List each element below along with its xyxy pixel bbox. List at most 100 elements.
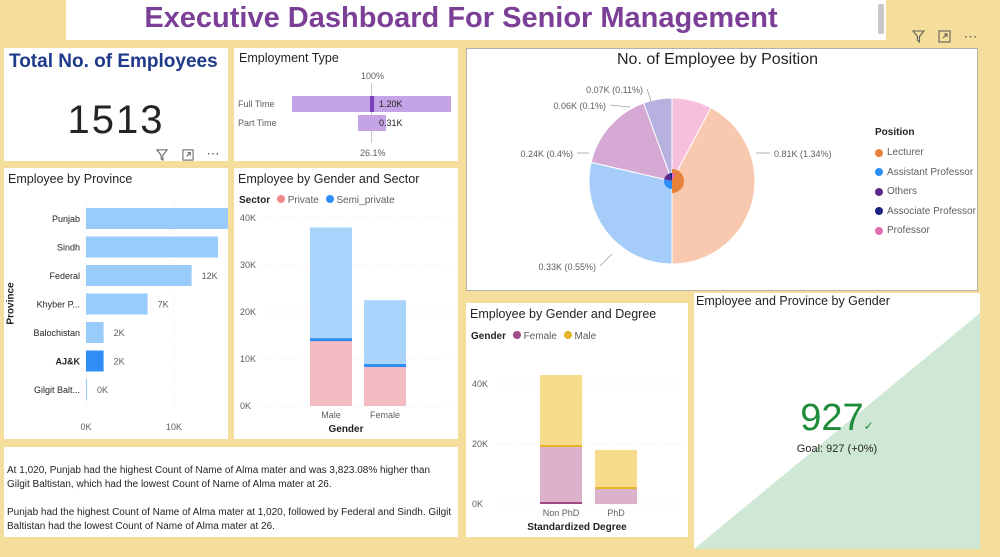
- funnel-bar-part-time[interactable]: [358, 115, 386, 131]
- province-bar[interactable]: [86, 322, 104, 343]
- legend-dot: [875, 148, 883, 157]
- position-legend: Lecturer Assistant Professor Others Associa…: [875, 143, 976, 241]
- category-label: AJ&K: [55, 357, 80, 367]
- legend-private[interactable]: Private: [287, 195, 319, 206]
- bar-private[interactable]: [310, 340, 352, 406]
- title-banner: Executive Dashboard For Senior Managemen…: [66, 0, 886, 40]
- value-label: 2K: [114, 328, 125, 338]
- employment-type-title: Employment Type: [239, 51, 339, 65]
- bar-semi-private[interactable]: [310, 227, 352, 341]
- funnel-label-full-time: Full Time: [238, 99, 275, 109]
- province-bar[interactable]: [86, 265, 192, 286]
- bar-female[interactable]: [540, 447, 582, 504]
- y-tick-label: 40K: [240, 213, 256, 223]
- y-tick-label: 20K: [240, 307, 256, 317]
- position-pie-chart: 0.81K (1.34%) 0.33K (0.55%) 0.24K (0.4%) 0.…: [520, 85, 832, 272]
- pie-highlight-slice[interactable]: [664, 173, 672, 181]
- pie-highlight-slice[interactable]: [664, 179, 672, 190]
- category-label: Khyber P...: [37, 300, 80, 310]
- funnel-value-full-time: 1.20K: [379, 99, 403, 109]
- pie-highlight-slice[interactable]: [669, 173, 672, 181]
- total-employees-value: 1513: [67, 98, 165, 142]
- employment-type-card: Employment Type 100% Full Time 1.20K Par…: [234, 48, 458, 161]
- focus-mode-icon[interactable]: [934, 26, 954, 46]
- legend-item[interactable]: Lecturer: [875, 143, 976, 163]
- legend-label: Lecturer: [887, 147, 924, 159]
- x-tick-label: 0K: [80, 422, 91, 432]
- bar-male[interactable]: [540, 375, 582, 447]
- position-legend-title: Position: [875, 127, 915, 138]
- x-tick-label: Female: [370, 410, 400, 420]
- bar-semi-private[interactable]: [364, 300, 406, 367]
- gender-degree-legend: Gender Female Male: [471, 331, 596, 342]
- y-tick-label: 40K: [472, 379, 488, 389]
- bar-private[interactable]: [364, 366, 406, 406]
- y-tick-label: 0K: [240, 401, 251, 411]
- province-bar[interactable]: [86, 236, 218, 258]
- filter-icon[interactable]: [154, 148, 170, 162]
- x-tick-label: PhD: [607, 508, 625, 518]
- check-icon: ✓: [863, 419, 874, 433]
- slice-data-label: 0.24K (0.4%): [520, 149, 573, 159]
- bar-separator: [595, 487, 637, 489]
- province-bar[interactable]: [86, 350, 104, 372]
- slice-data-label: 0.81K (1.34%): [774, 149, 832, 159]
- province-bar[interactable]: [86, 293, 148, 315]
- gender-degree-title: Employee by Gender and Degree: [470, 307, 657, 321]
- legend-dot: [875, 168, 883, 177]
- slice-data-label: 0.06K (0.1%): [553, 101, 606, 111]
- narrative-paragraph-1: At 1,020, Punjab had the highest Count o…: [7, 465, 431, 490]
- province-bar-chart: 0K10K20KPunjab21KSindh15KFederal12KKhybe…: [33, 200, 228, 432]
- value-label: 7K: [158, 300, 169, 310]
- kpi-goal: Goal: 927 (+0%): [796, 443, 878, 455]
- pie-slice[interactable]: [590, 102, 673, 182]
- y-tick-label: 10K: [240, 354, 256, 364]
- focus-mode-icon[interactable]: [180, 148, 196, 162]
- province-chart-card: Employee by Province Province 0K10K20KPu…: [4, 168, 228, 439]
- bar-male[interactable]: [595, 450, 637, 489]
- funnel-top-label: 100%: [361, 71, 385, 81]
- category-label: Punjab: [52, 214, 80, 224]
- more-options-icon[interactable]: ⋯: [206, 146, 220, 161]
- pie-slice[interactable]: [671, 97, 712, 182]
- gender-sector-card: Employee by Gender and Sector Sector Pri…: [234, 168, 458, 439]
- gender-degree-stacked-chart: 40K 20K 0K Non PhD PhD: [472, 375, 684, 518]
- kpi-background-trend: [694, 313, 980, 549]
- legend-female[interactable]: Female: [523, 331, 557, 342]
- slice-data-label: 0.07K (0.11%): [586, 85, 643, 95]
- y-tick-label: 20K: [472, 439, 488, 449]
- more-options-icon[interactable]: ⋯: [963, 27, 979, 44]
- legend-item[interactable]: Others: [875, 182, 976, 202]
- position-pie-card: No. of Employee by Position 0.81K (1.34%…: [466, 48, 978, 291]
- title-scrollbar[interactable]: [878, 4, 884, 34]
- slice-data-label: 0.33K (0.55%): [538, 262, 596, 272]
- category-label: Sindh: [57, 243, 80, 253]
- narrative-paragraph-2: Punjab had the highest Count of Name of …: [7, 507, 452, 532]
- pie-slice[interactable]: [588, 161, 673, 265]
- province-bar[interactable]: [86, 379, 87, 400]
- value-label: 2K: [114, 357, 125, 367]
- legend-dot: [875, 187, 883, 196]
- bar-separator: [310, 338, 352, 342]
- y-tick-label: 0K: [472, 499, 483, 509]
- province-bar[interactable]: [86, 208, 228, 229]
- kpi-value: 927✓: [694, 397, 980, 440]
- legend-semi-private[interactable]: Semi_private: [336, 195, 395, 206]
- value-label: 12K: [202, 271, 218, 281]
- legend-dot-female: [512, 331, 521, 339]
- legend-item[interactable]: Professor: [875, 221, 976, 241]
- x-tick-label: Non PhD: [543, 508, 580, 518]
- bar-separator: [540, 445, 582, 447]
- legend-label: Associate Professor: [887, 205, 976, 217]
- filter-icon[interactable]: [908, 26, 928, 46]
- pie-highlight-slice[interactable]: [672, 173, 676, 181]
- legend-male[interactable]: Male: [574, 331, 597, 342]
- legend-dot-male: [563, 331, 572, 339]
- legend-item[interactable]: Assistant Professor: [875, 163, 976, 183]
- bar-separator: [364, 364, 406, 368]
- bar-female[interactable]: [595, 489, 637, 504]
- gender-sector-stacked-chart: 40K 30K 20K 10K 0K Male Female: [240, 213, 454, 420]
- gender-sector-xlabel: Gender: [328, 424, 364, 435]
- legend-title: Gender: [471, 331, 507, 342]
- legend-item[interactable]: Associate Professor: [875, 202, 976, 222]
